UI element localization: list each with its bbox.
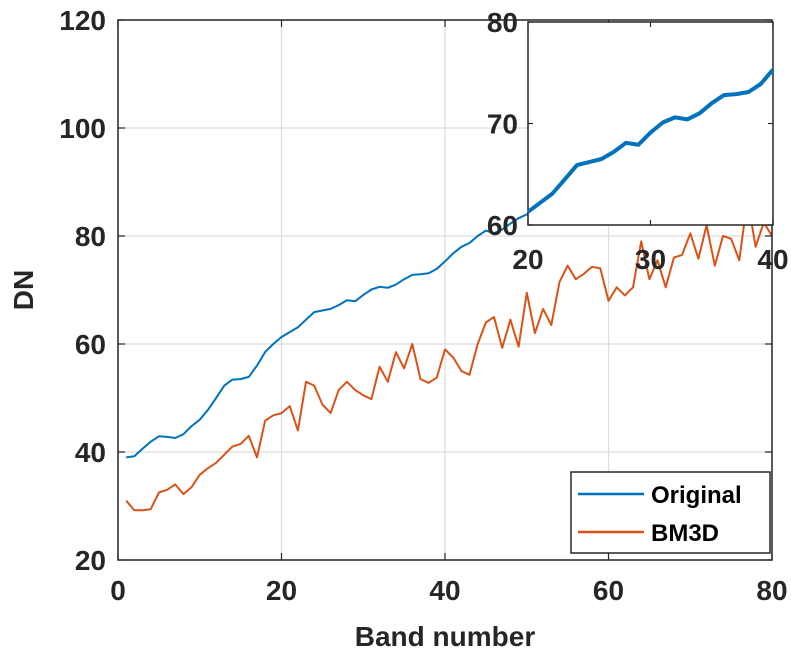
main-ticks <box>117 19 773 561</box>
x-tick-label: 60 <box>593 575 624 606</box>
inset-x-tick-labels: 20 30 40 <box>512 244 788 275</box>
y-tick-label: 20 <box>75 545 106 576</box>
inset-y-tick-labels: 60 70 80 <box>487 7 518 241</box>
inset-x-tick-label: 20 <box>512 244 543 275</box>
x-tick-label: 20 <box>266 575 297 606</box>
inset-series-line-original <box>526 68 775 214</box>
inset-plot-area <box>527 21 774 226</box>
legend-label-original: Original <box>651 482 742 509</box>
x-tick-label: 40 <box>429 575 460 606</box>
y-tick-label: 100 <box>59 113 106 144</box>
legend: Original BM3D <box>570 471 771 554</box>
inset-y-tick-label: 60 <box>487 210 518 241</box>
inset-x-tick-label: 40 <box>757 244 788 275</box>
y-tick-label: 80 <box>75 221 106 252</box>
main-y-tick-labels: 20 40 60 80 100 120 <box>59 5 106 576</box>
inset-y-tick-label: 70 <box>487 109 518 140</box>
y-tick-label: 60 <box>75 329 106 360</box>
main-x-tick-labels: 0 20 40 60 80 <box>110 575 787 606</box>
legend-box <box>570 471 771 554</box>
y-tick-label: 120 <box>59 5 106 36</box>
inset-ticks <box>527 21 774 226</box>
x-tick-label: 80 <box>756 575 787 606</box>
x-axis-label: Band number <box>355 621 536 652</box>
inset-x-tick-label: 30 <box>635 244 666 275</box>
inset-plot: 20 30 40 60 70 80 <box>487 7 789 275</box>
inset-lines <box>526 68 775 214</box>
y-tick-label: 40 <box>75 437 106 468</box>
series-line-bm3d <box>125 197 773 512</box>
legend-label-bm3d: BM3D <box>651 520 719 547</box>
y-axis-label: DN <box>8 270 39 310</box>
inset-y-tick-label: 80 <box>487 7 518 38</box>
x-tick-label: 0 <box>110 575 126 606</box>
